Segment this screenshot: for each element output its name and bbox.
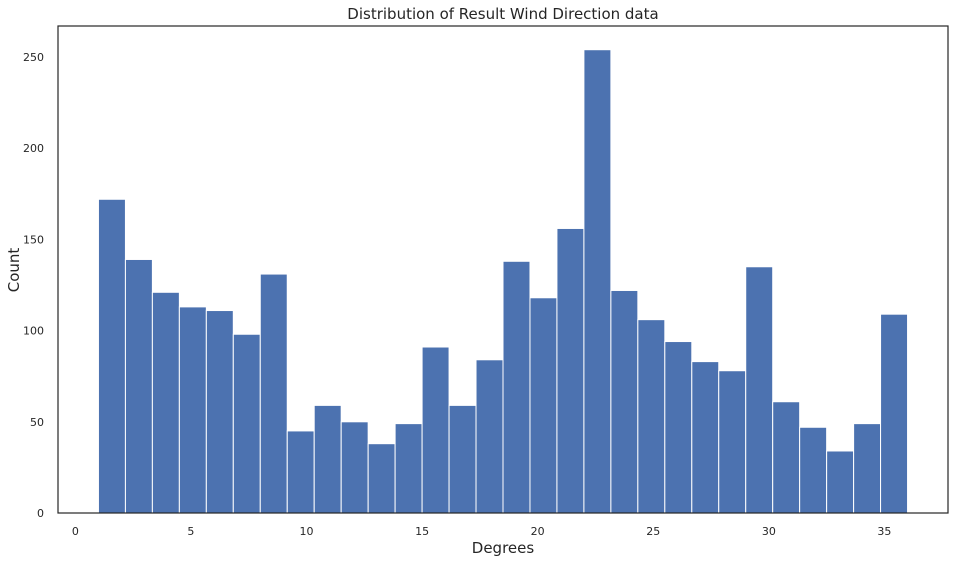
histogram-bar bbox=[772, 401, 801, 514]
histogram-bar bbox=[826, 450, 855, 514]
x-tick-label: 10 bbox=[300, 525, 314, 538]
histogram-bar bbox=[394, 423, 423, 514]
x-tick-label: 30 bbox=[762, 525, 776, 538]
bars-group bbox=[97, 49, 909, 514]
histogram-bar bbox=[745, 266, 774, 514]
histogram-bar bbox=[556, 227, 585, 514]
histogram-bar bbox=[529, 297, 558, 514]
x-tick-label: 20 bbox=[531, 525, 545, 538]
x-tick-label: 5 bbox=[187, 525, 194, 538]
histogram-bar bbox=[448, 404, 477, 514]
histogram-bar bbox=[610, 289, 639, 514]
plot-frame bbox=[57, 25, 949, 514]
histogram-bar bbox=[286, 430, 315, 514]
y-tick-label: 250 bbox=[23, 51, 44, 64]
histogram-bar bbox=[340, 421, 369, 514]
histogram-bar bbox=[799, 426, 828, 514]
histogram-bar bbox=[178, 306, 207, 514]
histogram-bar bbox=[232, 333, 261, 514]
x-tick-label: 0 bbox=[72, 525, 79, 538]
histogram-bar bbox=[853, 423, 882, 514]
histogram-bar bbox=[313, 404, 342, 514]
histogram-bar bbox=[205, 310, 234, 514]
chart-title: Distribution of Result Wind Direction da… bbox=[347, 5, 658, 23]
histogram-bar bbox=[475, 359, 504, 514]
y-tick-label: 200 bbox=[23, 142, 44, 155]
y-tick-label: 50 bbox=[30, 416, 44, 429]
histogram-bar bbox=[637, 319, 666, 514]
histogram-bar bbox=[718, 370, 747, 514]
x-tick-labels: 0 5 10 15 20 25 30 35 bbox=[72, 525, 892, 538]
histogram-bar bbox=[151, 291, 180, 514]
y-tick-label: 100 bbox=[23, 325, 44, 338]
histogram-bar bbox=[367, 443, 396, 514]
histogram-bar bbox=[880, 313, 909, 514]
histogram-bar bbox=[583, 49, 612, 514]
x-axis-label: Degrees bbox=[472, 539, 535, 557]
histogram-bar bbox=[97, 198, 126, 514]
histogram-bar bbox=[691, 361, 720, 514]
y-tick-labels: 0 50 100 150 200 250 bbox=[23, 51, 44, 520]
y-axis-label: Count bbox=[5, 248, 23, 293]
histogram-bar bbox=[502, 260, 531, 514]
histogram-bar bbox=[124, 258, 153, 514]
histogram-bar bbox=[421, 346, 450, 514]
histogram-bar bbox=[664, 341, 693, 514]
y-tick-label: 0 bbox=[37, 507, 44, 520]
x-tick-label: 15 bbox=[415, 525, 429, 538]
y-tick-label: 150 bbox=[23, 233, 44, 246]
x-tick-label: 25 bbox=[646, 525, 660, 538]
histogram-bar bbox=[259, 273, 288, 514]
x-tick-label: 35 bbox=[877, 525, 891, 538]
